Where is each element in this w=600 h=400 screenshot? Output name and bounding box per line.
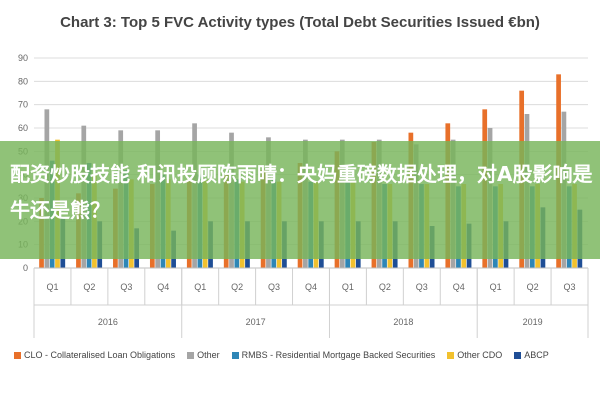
legend-label: ABCP [524, 350, 549, 360]
legend-entry: CLO - Collateralised Loan Obligations [14, 350, 175, 360]
x-tick-label: Q2 [527, 282, 539, 292]
y-tick-label: 60 [18, 123, 28, 133]
x-tick-label: Q1 [342, 282, 354, 292]
x-group-label: 2018 [393, 317, 413, 327]
legend-swatch [14, 351, 21, 359]
x-tick-label: Q2 [83, 282, 95, 292]
x-tick-label: Q2 [231, 282, 243, 292]
overlay-headline: 配资炒股技能 和讯投顾陈雨晴：央妈重磅数据处理，对A股影响是牛还是熊？ [10, 162, 593, 222]
legend-swatch [187, 351, 195, 359]
x-group-label: 2016 [98, 317, 118, 327]
x-group-label: 2017 [246, 317, 266, 327]
y-tick-label: 80 [18, 76, 28, 86]
legend-swatch [231, 351, 239, 359]
chart-title: Chart 3: Top 5 FVC Activity types (Total… [60, 14, 540, 31]
chart-legend: CLO - Collateralised Loan Obligations Oth… [14, 350, 600, 360]
legend-entry: Other CDO [447, 350, 502, 360]
legend-swatch [447, 351, 455, 359]
x-tick-label: Q3 [120, 282, 132, 292]
legend-entry: Other [187, 350, 220, 360]
legend-entry: RMBS - Residential Mortgage Backed Secur… [231, 350, 436, 360]
x-tick-label: Q4 [305, 282, 317, 292]
x-tick-label: Q3 [564, 282, 576, 292]
y-tick-label: 90 [18, 53, 28, 63]
x-tick-label: Q1 [490, 282, 502, 292]
x-tick-label: Q4 [157, 282, 169, 292]
legend-entry: ABCP [514, 350, 549, 360]
legend-label: Other [197, 350, 220, 360]
y-tick-label: 0 [23, 263, 28, 273]
x-tick-label: Q3 [416, 282, 428, 292]
legend-label: RMBS - Residential Mortgage Backed Secur… [241, 350, 436, 360]
x-tick-label: Q1 [194, 282, 206, 292]
legend-label: CLO - Collateralised Loan Obligations [24, 350, 176, 360]
legend-label: Other CDO [457, 350, 503, 360]
y-tick-label: 70 [18, 100, 28, 110]
x-tick-label: Q1 [46, 282, 58, 292]
overlay-banner [0, 141, 600, 259]
x-group-label: 2019 [523, 317, 543, 327]
x-tick-label: Q3 [268, 282, 280, 292]
legend-swatch [514, 351, 522, 359]
x-tick-label: Q2 [379, 282, 391, 292]
x-tick-label: Q4 [453, 282, 465, 292]
